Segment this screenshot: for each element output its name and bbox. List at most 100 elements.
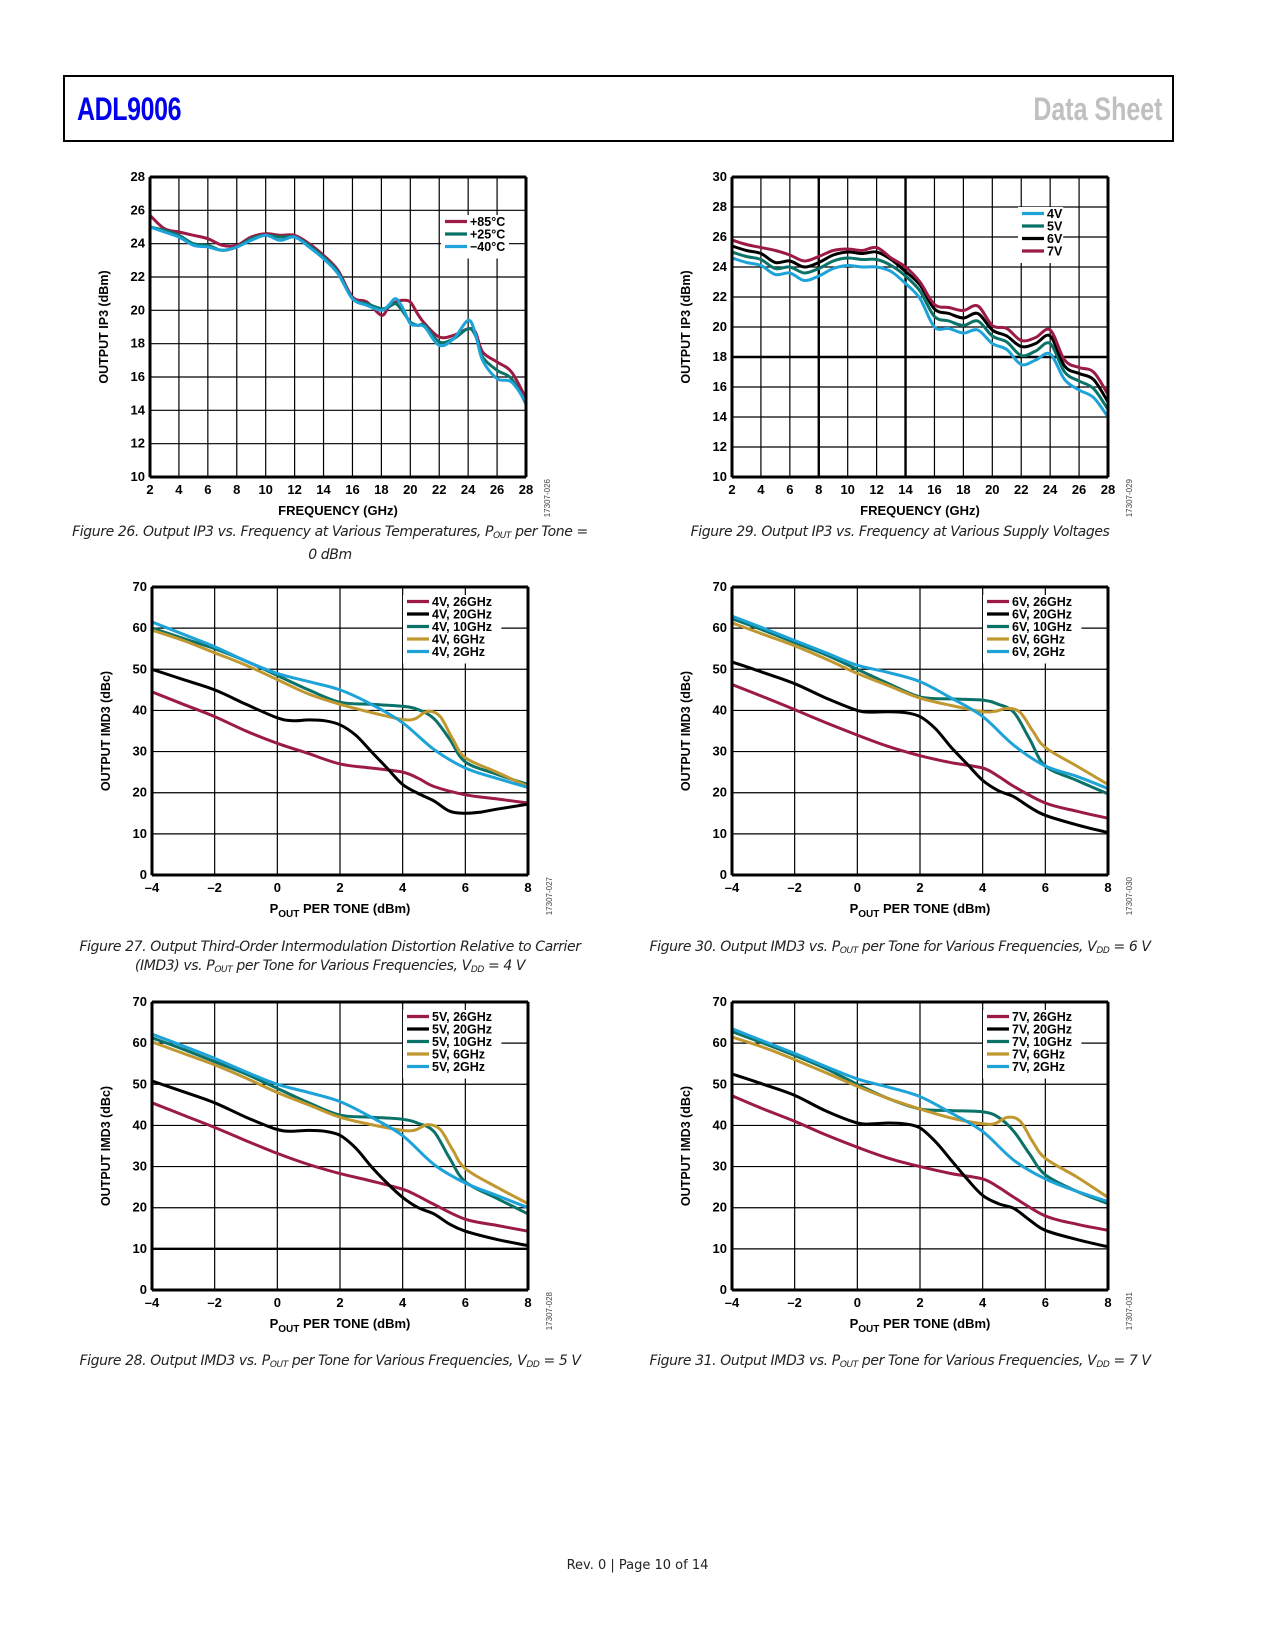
legend-background — [1018, 207, 1064, 263]
figure-id: 17307-030 — [1125, 876, 1134, 915]
x-tick-label: 28 — [519, 482, 533, 497]
y-tick-label: 50 — [133, 661, 147, 676]
chart-fig29-ip3-vs-frequency-supply: 4V 5V 6V 7V 2 4 6 8 10 12 14 16 18 20 22 24 26 28 10 12 14 16… — [670, 165, 1140, 518]
y-tick-label: 30 — [133, 1159, 147, 1174]
y-tick-label: 26 — [131, 202, 145, 217]
caption-text: per Tone = — [511, 524, 588, 540]
x-tick-label: 2 — [916, 1295, 923, 1310]
legend-label: −40°C — [470, 240, 505, 254]
caption-subscript: DD — [526, 1360, 540, 1370]
x-tick-label: 8 — [524, 1295, 531, 1310]
y-tick-label: 30 — [713, 1159, 727, 1174]
y-tick-label: 0 — [720, 1282, 727, 1297]
caption-subscript: DD — [470, 965, 484, 975]
legend-label: 5V, 2GHz — [432, 1060, 485, 1074]
x-tick-label: 12 — [287, 482, 301, 497]
x-tick-label: 2 — [916, 880, 923, 895]
x-tick-label: 0 — [854, 1295, 861, 1310]
caption-text: Figure 30. Output IMD3 vs. P — [649, 939, 840, 955]
y-tick-label: 10 — [131, 469, 145, 484]
x-tick-label: –2 — [207, 880, 221, 895]
y-tick-label: 18 — [713, 349, 727, 364]
y-tick-label: 0 — [140, 867, 147, 882]
x-tick-label: 12 — [869, 482, 883, 497]
caption-subscript: OUT — [269, 1360, 288, 1370]
series-line-7v — [730, 238, 1110, 396]
legend-label: +25°C — [470, 228, 505, 242]
y-tick-label: 20 — [131, 302, 145, 317]
x-tick-label: 4 — [399, 880, 407, 895]
y-tick-label: 40 — [133, 1117, 147, 1132]
y-tick-label: 40 — [133, 702, 147, 717]
x-tick-label: 4 — [175, 482, 183, 497]
y-tick-label: 10 — [133, 1241, 147, 1256]
figure-id: 17307-031 — [1125, 1291, 1134, 1330]
caption-fig28: Figure 28. Output IMD3 vs. POUT per Tone… — [60, 1352, 600, 1375]
caption-subscript: OUT — [493, 531, 512, 541]
x-tick-label: 2 — [336, 1295, 343, 1310]
y-tick-label: 10 — [713, 469, 727, 484]
x-tick-label: 2 — [336, 880, 343, 895]
y-tick-label: 70 — [713, 579, 727, 594]
legend-label: 6V, 2GHz — [1012, 645, 1065, 659]
x-tick-label: 4 — [757, 482, 765, 497]
caption-text: per Tone for Various Frequencies, V — [287, 1353, 527, 1369]
caption-text: per Tone for Various Frequencies, V — [232, 958, 471, 974]
x-tick-label: 0 — [854, 880, 861, 895]
legend-label: 6V, 20GHz — [1012, 608, 1072, 622]
y-tick-label: 10 — [713, 826, 727, 841]
y-tick-label: 20 — [713, 319, 727, 334]
series-group — [150, 1032, 530, 1248]
x-tick-label: 24 — [1043, 482, 1058, 497]
x-tick-label: 6 — [462, 1295, 469, 1310]
y-tick-label: 10 — [133, 826, 147, 841]
y-tick-label: 26 — [713, 229, 727, 244]
legend-label: 7V, 2GHz — [1012, 1060, 1065, 1074]
figure-id: 17307-028 — [545, 1291, 554, 1330]
y-tick-label: 28 — [713, 199, 727, 214]
figure-id: 17307-029 — [1125, 478, 1134, 517]
x-tick-label: 6 — [462, 880, 469, 895]
caption-text: = 5 V — [539, 1353, 581, 1369]
caption-text: = 4 V — [483, 958, 526, 974]
x-tick-label: –4 — [725, 880, 740, 895]
caption-text: Figure 29. Output IP3 vs. Frequency at V… — [690, 524, 1110, 540]
caption-text: per Tone for Various Frequencies, V — [857, 939, 1097, 955]
product-name: ADL9006 — [77, 91, 182, 127]
legend-label: 7V — [1047, 245, 1063, 259]
legend-label: 6V — [1047, 232, 1063, 246]
caption-subscript: OUT — [839, 946, 858, 956]
x-axis-label: POUT PER TONE (dBm) — [270, 901, 411, 920]
caption-fig29: Figure 29. Output IP3 vs. Frequency at V… — [640, 523, 1160, 542]
x-tick-label: 22 — [1014, 482, 1028, 497]
x-tick-label: 2 — [728, 482, 735, 497]
x-tick-label: 2 — [146, 482, 153, 497]
x-axis-label: POUT PER TONE (dBm) — [850, 1316, 991, 1335]
y-tick-label: 16 — [713, 379, 727, 394]
x-tick-label: 6 — [204, 482, 211, 497]
y-tick-label: 14 — [131, 402, 146, 417]
caption-subscript: DD — [1096, 1360, 1110, 1370]
series-line-6v — [730, 244, 1110, 404]
y-tick-label: 30 — [713, 169, 727, 184]
x-tick-label: 8 — [233, 482, 240, 497]
y-axis-label: OUTPUT IP3 (dBm) — [679, 270, 693, 383]
y-tick-label: 50 — [713, 661, 727, 676]
caption-text: Figure 27. Output Third-Order Intermodul… — [79, 939, 581, 955]
y-tick-label: 50 — [713, 1076, 727, 1091]
x-tick-label: –4 — [725, 1295, 740, 1310]
x-tick-label: 6 — [1042, 880, 1049, 895]
x-tick-label: 0 — [274, 880, 281, 895]
chart-fig26-ip3-vs-frequency-temperature: +85°C +25°C −40°C 2 4 6 8 10 12 14 16 18 20 22 24 26 28 1… — [90, 165, 560, 518]
y-axis-label: OUTPUT IMD3 (dBc) — [679, 671, 693, 791]
legend-label: 4V, 2GHz — [432, 645, 485, 659]
y-tick-label: 50 — [133, 1076, 147, 1091]
legend-label: 5V, 26GHz — [432, 1010, 492, 1024]
series-group — [150, 620, 530, 815]
x-tick-label: 16 — [927, 482, 941, 497]
